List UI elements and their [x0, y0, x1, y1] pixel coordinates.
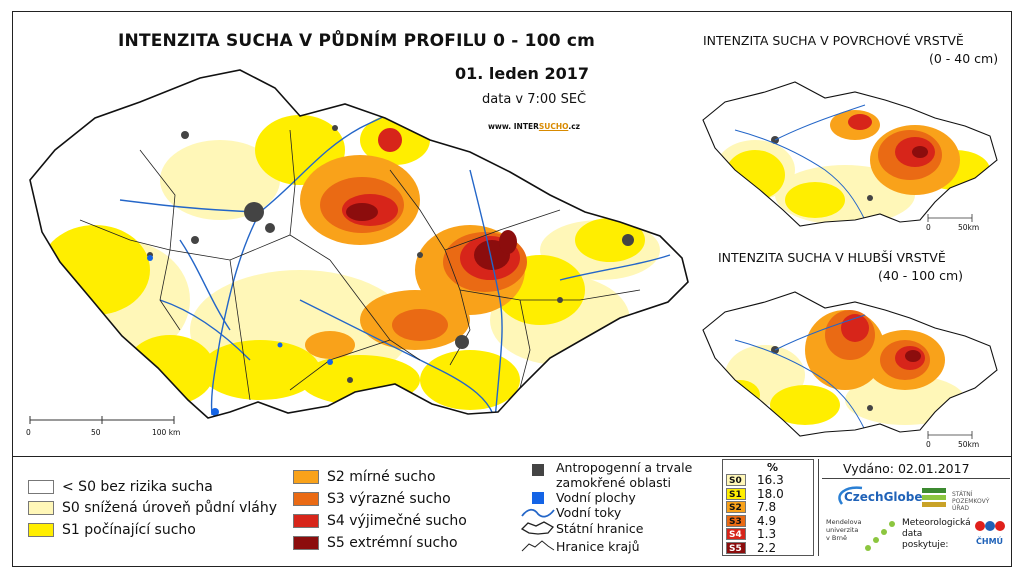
stats-value-s3: 4.9: [757, 513, 777, 528]
stats-class-s2: S2: [726, 501, 746, 513]
inset-deep-map: [702, 291, 998, 439]
issued-date: Vydáno: 02.01.2017: [843, 461, 970, 476]
dots-diagonal-icon: [865, 521, 895, 551]
water-bodies: [147, 255, 333, 416]
mendel-text-2: univerzita: [826, 526, 859, 534]
meteo-text-1: Meteorologická: [902, 518, 971, 528]
inset-surface-scale-0: 0: [926, 223, 931, 232]
legend-label-water-courses: Vodní toky: [556, 505, 622, 520]
urban-areas: [147, 125, 634, 383]
state-border: [29, 69, 689, 419]
czechglobe-logo: CzechGlobe: [832, 484, 923, 514]
inset-deep-scale-50: 50km: [958, 440, 980, 449]
website-suffix: .cz: [568, 122, 581, 131]
main-map: [29, 69, 689, 424]
state-border-icon: [520, 521, 555, 535]
urban-area-icon: [532, 464, 544, 476]
stats-value-s0: 16.3: [757, 473, 784, 487]
mendel-text-1: Mendelova: [826, 518, 862, 526]
legend-label-s1: S1 počínající sucho: [62, 522, 196, 538]
meteo-text-3: poskytuje:: [902, 540, 949, 550]
inset-surface-map: [702, 81, 998, 227]
mendel-logo: Mendelova univerzita v Brně: [826, 518, 896, 554]
legend-divider: [12, 456, 1012, 457]
legend-swatch-s5: [293, 536, 319, 550]
water-body-icon: [532, 492, 544, 504]
globe-swoosh-icon: [838, 486, 863, 505]
inset-surface-title: INTENZITA SUCHA V POVRCHOVÉ VRSTVĚ: [703, 33, 964, 48]
stats-class-s3: S3: [726, 514, 746, 527]
chmu-logo: ČHMÚ: [972, 516, 1008, 554]
stats-class-s0: S0: [726, 474, 746, 486]
stats-header: %: [767, 461, 779, 474]
website-prefix: www. INTER: [488, 122, 539, 131]
inset-deep-title: INTENZITA SUCHA V HLUBŠÍ VRSTVĚ: [718, 250, 946, 265]
water-courses: [119, 94, 671, 418]
inset-surface-scale-50: 50km: [958, 223, 980, 232]
stats-value-s2: 7.8: [757, 500, 777, 514]
legend-label-state-border: Státní hranice: [556, 521, 644, 536]
stats-value-s1: 18.0: [757, 486, 784, 501]
legend-swatch-s2: [293, 470, 319, 484]
main-scale-tick-100: 100 km: [152, 428, 181, 437]
map-time: data v 7:00 SEČ: [482, 92, 587, 107]
region-border-icon: [521, 540, 555, 552]
legend-swatch-s0: [28, 501, 54, 515]
main-scale-tick-50: 50: [91, 428, 101, 437]
legend-label-region-border: Hranice krajů: [556, 539, 640, 554]
chmu-text: ČHMÚ: [976, 537, 1004, 546]
czechglobe-text: CzechGlobe: [844, 490, 923, 504]
legend-swatch-s3: [293, 492, 319, 506]
region-boundaries: [79, 129, 641, 401]
stats-class-s5: S5: [726, 541, 746, 554]
chmu-circles-icon: [975, 521, 1005, 531]
stats-separator: [818, 459, 819, 556]
spu-text-1: STÁTNÍ: [952, 491, 973, 498]
spu-logo: STÁTNÍ POZEMKOVÝ ÚŘAD: [920, 484, 1008, 514]
meteo-text-2: data: [902, 529, 923, 539]
map-title: INTENZITA SUCHA V PŮDNÍM PROFILU 0 - 100…: [118, 31, 596, 51]
legend-label-urban-2: zamokřené oblasti: [556, 475, 672, 490]
legend-swatch-s4: [293, 514, 319, 528]
stats-value-s5: 2.2: [757, 540, 777, 555]
website-highlight: SUCHO: [538, 122, 569, 131]
stats-class-s4: S4: [726, 528, 746, 540]
meteo-provider: Meteorologická data poskytuje:: [902, 518, 1010, 554]
legend-label-water-bodies: Vodní plochy: [556, 490, 636, 505]
issued-divider: [822, 478, 1010, 479]
inset-deep-scale-0: 0: [926, 440, 931, 449]
legend-swatch-none: [28, 480, 54, 494]
stats-class-s1: S1: [726, 487, 746, 500]
mendel-text-3: v Brně: [826, 534, 848, 542]
legend-label-urban-1: Antropogenní a trvale: [556, 460, 693, 475]
legend-label-s0: S0 snížená úroveň půdní vláhy: [62, 500, 278, 516]
field-stripes-icon: [922, 488, 946, 507]
legend-label-none: < S0 bez rizika sucha: [62, 479, 213, 495]
water-course-icon: [521, 508, 555, 518]
stats-value-s4: 1.3: [757, 527, 777, 541]
inset-surface-subtitle: (0 - 40 cm): [929, 51, 999, 66]
legend-label-s4: S4 výjimečné sucho: [327, 513, 467, 529]
legend-label-s3: S3 výrazné sucho: [327, 491, 451, 507]
legend-swatch-s1: [28, 523, 54, 537]
drought-s5-areas: [346, 203, 517, 270]
inset-deep-subtitle: (40 - 100 cm): [878, 268, 963, 283]
main-scale-tick-0: 0: [26, 428, 31, 437]
spu-text-2: POZEMKOVÝ ÚŘAD: [952, 498, 990, 512]
main-scalebar: [29, 416, 175, 424]
website-link[interactable]: www. INTERSUCHO.cz: [488, 122, 580, 131]
legend-label-s5: S5 extrémní sucho: [327, 535, 458, 551]
stats-table: % S0 16.3 S1 18.0 S2 7.8 S3 4.9 S4 1.3 S5 2.2: [722, 459, 814, 556]
legend-label-s2: S2 mírné sucho: [327, 469, 436, 485]
map-date: 01. leden 2017: [455, 64, 590, 83]
